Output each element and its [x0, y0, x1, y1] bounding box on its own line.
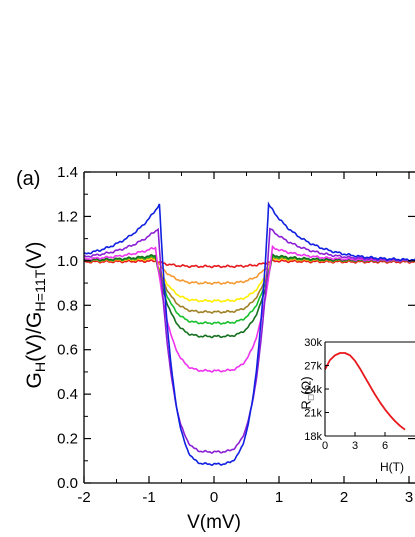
y-tick-label-5: 1.0	[57, 253, 78, 270]
series-line-5	[83, 252, 415, 339]
y-tick-label-2: 0.4	[57, 386, 78, 403]
y-tick-label-1: 0.2	[57, 431, 78, 448]
inset-x-tick-label-0: 0	[322, 440, 328, 452]
y-tick-label-0: 0.0	[57, 475, 78, 492]
inset-x-tick-label-1: 3	[352, 440, 358, 452]
inset-y-tick-label-2: 24k	[304, 384, 322, 396]
series-line-8	[84, 201, 415, 467]
x-tick-label-2: 0	[210, 489, 218, 506]
x-tick-label-5: 3	[405, 489, 413, 506]
x-tick-label-3: 1	[275, 489, 283, 506]
inset-y-tick-label-0: 18k	[304, 431, 322, 443]
x-tick-label-0: -2	[77, 489, 90, 506]
y-tick-label-6: 1.2	[57, 208, 78, 225]
inset-y-tick-label-1: 21k	[304, 408, 322, 420]
series-line-0	[83, 258, 415, 269]
y-tick-label-4: 0.8	[57, 297, 78, 314]
inset-x-axis-label: H(T)	[380, 460, 404, 474]
x-tick-label-4: 2	[340, 489, 348, 506]
x-axis-label: V(mV)	[187, 512, 241, 533]
inset-series-line	[324, 352, 406, 431]
inset-background	[325, 342, 415, 436]
panel-label: (a)	[16, 168, 41, 190]
inset-y-tick-label-3: 27k	[304, 361, 322, 373]
y-tick-label-7: 1.4	[57, 164, 78, 181]
series-line-6	[83, 244, 415, 373]
inset-y-tick-label-4: 30k	[304, 337, 322, 349]
x-tick-label-1: -1	[142, 489, 155, 506]
inset-x-tick-label-2: 6	[382, 440, 388, 452]
y-tick-label-3: 0.6	[57, 342, 78, 359]
